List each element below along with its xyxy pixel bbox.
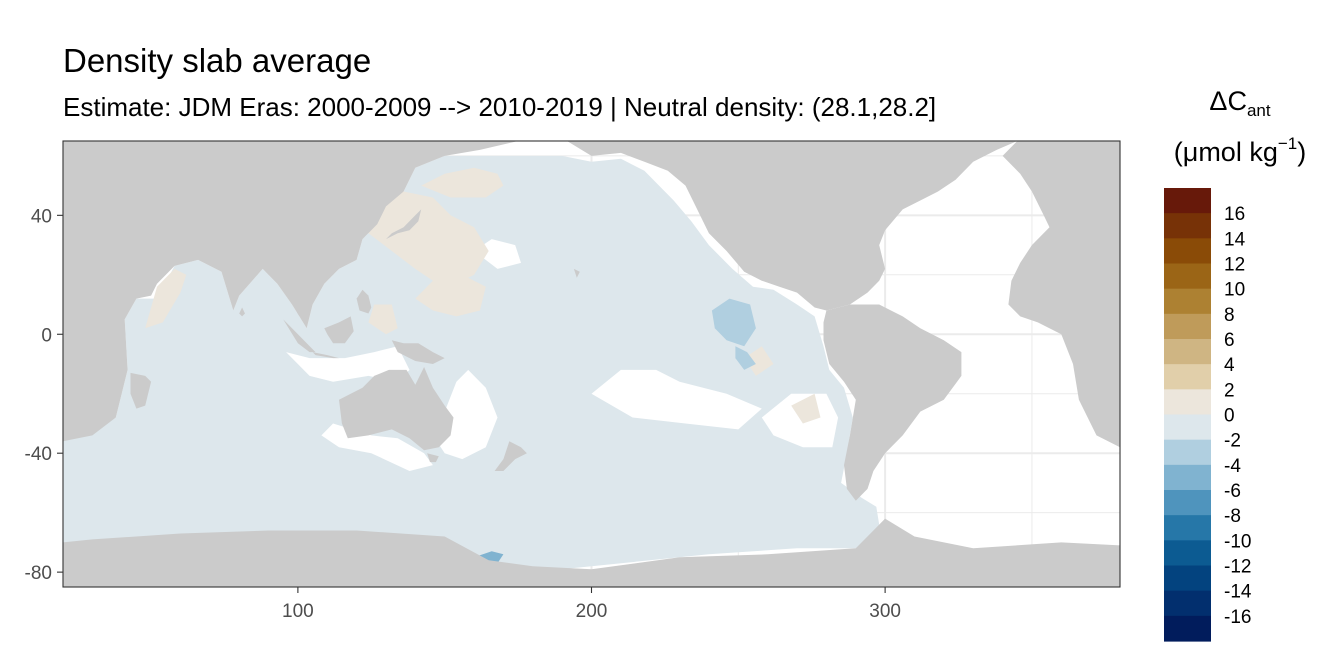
- colorbar-label: -4: [1224, 456, 1241, 477]
- colorbar-swatch: [1164, 364, 1211, 390]
- colorbar-swatch: [1164, 339, 1211, 365]
- colorbar-label: -10: [1224, 531, 1251, 552]
- colorbar-label: -14: [1224, 582, 1252, 603]
- colorbar-label: 16: [1224, 204, 1245, 225]
- colorbar-label: 0: [1224, 406, 1235, 427]
- land-philippines: [356, 289, 372, 314]
- colorbar-swatch: [1164, 238, 1211, 265]
- colorbar-label: 2: [1224, 380, 1235, 401]
- land-hawaii: [573, 268, 580, 278]
- colorbar-swatch: [1164, 490, 1211, 516]
- positive-patch-philippine: [368, 304, 398, 335]
- chart-subtitle: Estimate: JDM Eras: 2000-2009 --> 2010-2…: [63, 92, 937, 122]
- negative-patch-east-pacific-small: [735, 346, 756, 370]
- positive-patch-east-pacific: [744, 346, 774, 376]
- land-tasmania: [427, 453, 439, 463]
- colorbar-swatch: [1164, 565, 1211, 592]
- legend-title: ΔCant: [1209, 86, 1271, 120]
- positive-patch-peru: [791, 393, 821, 424]
- axes: 40 0 -40 -80 100 200 300: [25, 206, 901, 622]
- ocean-data-region: [63, 155, 880, 573]
- colorbar-label: 10: [1224, 280, 1245, 301]
- x-tick-label: 200: [576, 601, 608, 622]
- colorbar-swatch: [1164, 213, 1211, 239]
- colorbar-swatch: [1164, 313, 1211, 340]
- colorbar-swatch: [1164, 389, 1211, 416]
- y-tick-label: 40: [31, 206, 52, 227]
- colorbar-label: 14: [1224, 229, 1246, 250]
- land-java: [312, 352, 339, 359]
- x-tick-label: 100: [282, 601, 314, 622]
- colorbar-swatch: [1164, 590, 1211, 617]
- land-new-zealand: [494, 441, 527, 471]
- colorbar-legend: 16 14 12 10 8 6 4 2 0 -2 -4 -6 -8 -10 -12 -14 -16: [1164, 188, 1252, 642]
- colorbar-swatch: [1164, 464, 1211, 491]
- positive-patch-north-pacific: [421, 167, 504, 198]
- colorbar-swatch: [1164, 188, 1211, 214]
- colorbar-swatch: [1164, 615, 1211, 642]
- y-tick-label: -80: [25, 563, 52, 584]
- colorbar-swatch: [1164, 263, 1211, 290]
- colorbar-swatch: [1164, 288, 1211, 315]
- land-antarctica: [63, 518, 1120, 587]
- colorbar-swatch: [1164, 515, 1211, 541]
- land-madagascar: [130, 372, 152, 409]
- colorbar-label: -12: [1224, 557, 1251, 578]
- land-sumatra: [283, 319, 316, 353]
- positive-patch-kuroshio: [350, 191, 489, 287]
- colorbar-label: 4: [1224, 355, 1235, 376]
- colorbar-label: 8: [1224, 305, 1235, 326]
- chart-title: Density slab average: [63, 42, 372, 79]
- no-data-south-pacific-gap: [591, 369, 762, 430]
- no-data-chile-basin: [761, 393, 839, 448]
- land-borneo: [324, 316, 354, 344]
- colorbar-swatch: [1164, 439, 1211, 466]
- colorbar-swatch: [1164, 540, 1211, 567]
- colorbar-label: 12: [1224, 255, 1245, 276]
- x-tick-label: 300: [869, 601, 901, 622]
- ocean-heatmap: [63, 141, 1120, 587]
- negative-patch-east-tropical-pacific: [711, 298, 756, 347]
- no-data-indonesian-seas: [286, 346, 410, 382]
- colorbar-label: 6: [1224, 330, 1235, 351]
- land-eurasia-africa-americas: [63, 141, 1018, 442]
- land-sri-lanka: [239, 307, 245, 317]
- positive-patch-arabian-sea: [145, 268, 187, 329]
- legend-unit: (μmol kg−1): [1173, 134, 1307, 167]
- land-japan: [386, 209, 422, 240]
- colorbar-label: -8: [1224, 506, 1241, 527]
- land-new-guinea: [391, 340, 445, 364]
- land-europe-africa-east: [1002, 141, 1120, 448]
- land-australia: [339, 367, 454, 451]
- y-tick-label: -40: [25, 444, 52, 465]
- y-tick-label: 0: [41, 325, 52, 346]
- colorbar-swatch: [1164, 414, 1211, 441]
- colorbar-label: -2: [1224, 431, 1241, 452]
- positive-patch-west-pacific: [415, 274, 486, 317]
- colorbar-label: -6: [1224, 481, 1241, 502]
- land-south-america: [823, 304, 962, 501]
- colorbar-label: -16: [1224, 607, 1251, 628]
